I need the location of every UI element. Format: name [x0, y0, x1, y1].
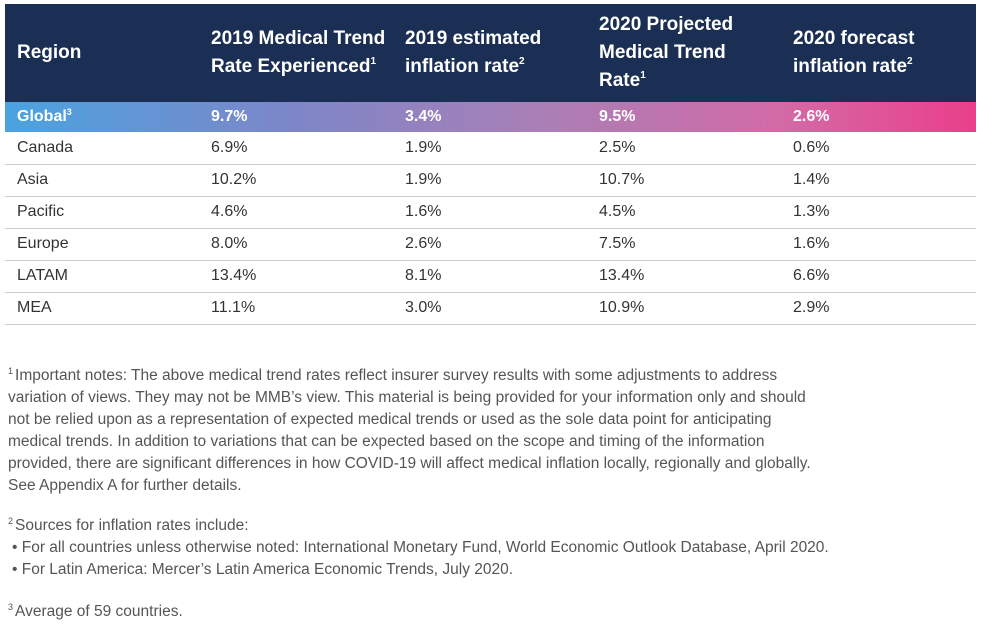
- cell-region: Pacific: [5, 196, 199, 229]
- source-bullet: • For all countries unless otherwise not…: [12, 539, 829, 556]
- cell-value: 13.4%: [587, 260, 781, 293]
- cell-value: 0.6%: [781, 132, 976, 165]
- cell-value: 2.6%: [793, 108, 830, 125]
- cell-value: 9.7%: [211, 108, 248, 125]
- cell-value: 2.9%: [781, 292, 976, 325]
- table-row-global: Global3 9.7% 3.4% 9.5% 2.6%: [5, 102, 976, 132]
- cell-region: Asia: [5, 164, 199, 197]
- cell-value: 1.6%: [781, 228, 976, 261]
- footnote-1: 1 Important notes: The above medical tren…: [8, 366, 811, 495]
- header-2019-medical-trend: 2019 Medical Trend Rate Experienced1: [211, 28, 386, 77]
- table-row: Pacific 4.6% 1.6% 4.5% 1.3%: [5, 196, 976, 229]
- table-row: Canada 6.9% 1.9% 2.5% 0.6%: [5, 132, 976, 165]
- footnote-marker: 3: [8, 602, 14, 612]
- header-region: Region: [17, 42, 82, 63]
- cell-value: 1.9%: [393, 164, 587, 197]
- cell-value: 3.0%: [393, 292, 587, 325]
- cell-value: 8.1%: [393, 260, 587, 293]
- cell-value: 3.4%: [405, 108, 442, 125]
- table-row: Europe 8.0% 2.6% 7.5% 1.6%: [5, 228, 976, 261]
- table-row: LATAM 13.4% 8.1% 13.4% 6.6%: [5, 260, 976, 293]
- cell-value: 7.5%: [587, 228, 781, 261]
- cell-region: Global3: [17, 107, 72, 126]
- cell-value: 1.3%: [781, 196, 976, 229]
- footnote-2: 2 Sources for inflation rates include: • …: [8, 515, 973, 581]
- cell-value: 1.4%: [781, 164, 976, 197]
- cell-value: 10.2%: [199, 164, 393, 197]
- cell-value: 10.7%: [587, 164, 781, 197]
- medical-trend-table-container: Region 2019 Medical Trend Rate Experienc…: [5, 4, 976, 325]
- cell-value: 13.4%: [199, 260, 393, 293]
- header-row: Region 2019 Medical Trend Rate Experienc…: [5, 4, 976, 102]
- cell-value: 8.0%: [199, 228, 393, 261]
- cell-value: 6.6%: [781, 260, 976, 293]
- footnote-marker: 2: [8, 516, 14, 526]
- table-row: MEA 11.1% 3.0% 10.9% 2.9%: [5, 292, 976, 325]
- source-bullet: • For Latin America: Mercer’s Latin Amer…: [12, 561, 514, 578]
- table-header: Region 2019 Medical Trend Rate Experienc…: [5, 4, 976, 102]
- footnote-marker: 1: [8, 366, 14, 376]
- table-row: Asia 10.2% 1.9% 10.7% 1.4%: [5, 164, 976, 197]
- cell-value: 1.9%: [393, 132, 587, 165]
- header-2019-inflation: 2019 estimated inflation rate2: [405, 28, 542, 77]
- footnote-3: 3 Average of 59 countries.: [8, 602, 183, 621]
- cell-value: 4.5%: [587, 196, 781, 229]
- cell-value: 6.9%: [199, 132, 393, 165]
- header-2020-projected-trend: 2020 Projected Medical Trend Rate1: [599, 14, 734, 91]
- medical-trend-table: Region 2019 Medical Trend Rate Experienc…: [5, 4, 976, 325]
- cell-region: Europe: [5, 228, 199, 261]
- cell-region: Canada: [5, 132, 199, 165]
- cell-value: 10.9%: [587, 292, 781, 325]
- cell-value: 9.5%: [599, 108, 636, 125]
- cell-region: MEA: [5, 292, 199, 325]
- cell-value: 1.6%: [393, 196, 587, 229]
- cell-value: 2.5%: [587, 132, 781, 165]
- cell-value: 2.6%: [393, 228, 587, 261]
- cell-value: 11.1%: [199, 292, 393, 325]
- cell-region: LATAM: [5, 260, 199, 293]
- header-2020-forecast-inflation: 2020 forecast inflation rate2: [793, 28, 915, 77]
- cell-value: 4.6%: [199, 196, 393, 229]
